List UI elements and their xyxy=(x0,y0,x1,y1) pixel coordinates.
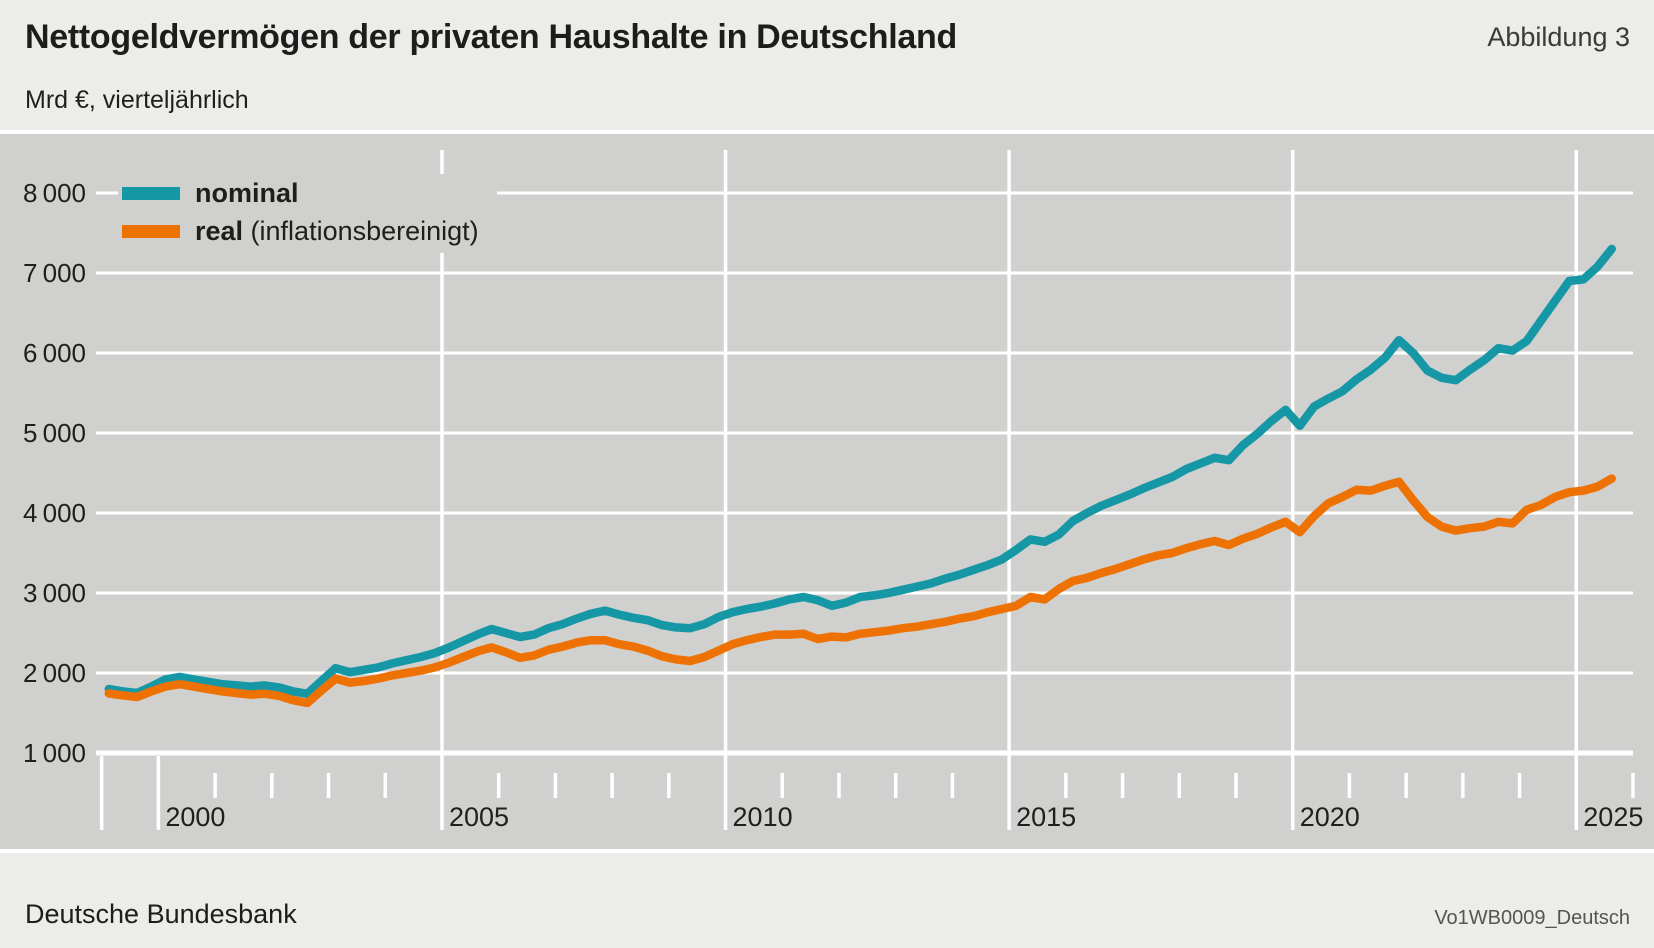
legend-label-nominal: nominal xyxy=(195,178,299,208)
header: Nettogeldvermögen der privaten Haushalte… xyxy=(0,0,1654,130)
x-axis-label: 2025 xyxy=(1583,802,1643,832)
x-axis-label: 2000 xyxy=(165,802,225,832)
figure-label: Abbildung 3 xyxy=(1487,22,1630,52)
source-label: Deutsche Bundesbank xyxy=(25,899,297,929)
subtitle: Mrd €, vierteljährlich xyxy=(25,86,249,114)
series-line-real xyxy=(104,474,1616,708)
y-axis-label: 6 000 xyxy=(23,338,86,368)
legend: nominal real (inflationsbereinigt) xyxy=(118,174,497,253)
legend-label-real: real (inflationsbereinigt) xyxy=(195,216,479,246)
x-axis-label: 2015 xyxy=(1016,802,1076,832)
x-axis-label: 2005 xyxy=(449,802,509,832)
legend-swatch-nominal xyxy=(122,187,180,200)
y-axis-label: 1 000 xyxy=(23,738,86,768)
page-title: Nettogeldvermögen der privaten Haushalte… xyxy=(25,18,957,56)
legend-swatch-real xyxy=(122,225,180,238)
y-axis-label: 8 000 xyxy=(23,178,86,208)
chart-svg: 2000 2005 2010 2015 2020 2025 1 000 2 000 3 000 4… xyxy=(23,150,1643,832)
y-axis-label: 7 000 xyxy=(23,258,86,288)
legend-item-real: real (inflationsbereinigt) xyxy=(122,216,479,247)
y-axis-label: 2 000 xyxy=(23,658,86,688)
separator-top xyxy=(0,130,1654,134)
legend-item-nominal: nominal xyxy=(122,178,479,209)
chart-code: Vo1WB0009_Deutsch xyxy=(1434,907,1630,929)
y-axis-label: 5 000 xyxy=(23,418,86,448)
footer: Deutsche Bundesbank Vo1WB0009_Deutsch xyxy=(0,853,1654,948)
y-axis-label: 3 000 xyxy=(23,578,86,608)
chart-area: 2000 2005 2010 2015 2020 2025 1 000 2 000 3 000 4… xyxy=(0,134,1654,849)
y-axis-label: 4 000 xyxy=(23,498,86,528)
separator-bottom xyxy=(0,849,1654,853)
x-axis-label: 2020 xyxy=(1300,802,1360,832)
series-line-nominal xyxy=(104,244,1616,699)
x-axis-label: 2010 xyxy=(733,802,793,832)
